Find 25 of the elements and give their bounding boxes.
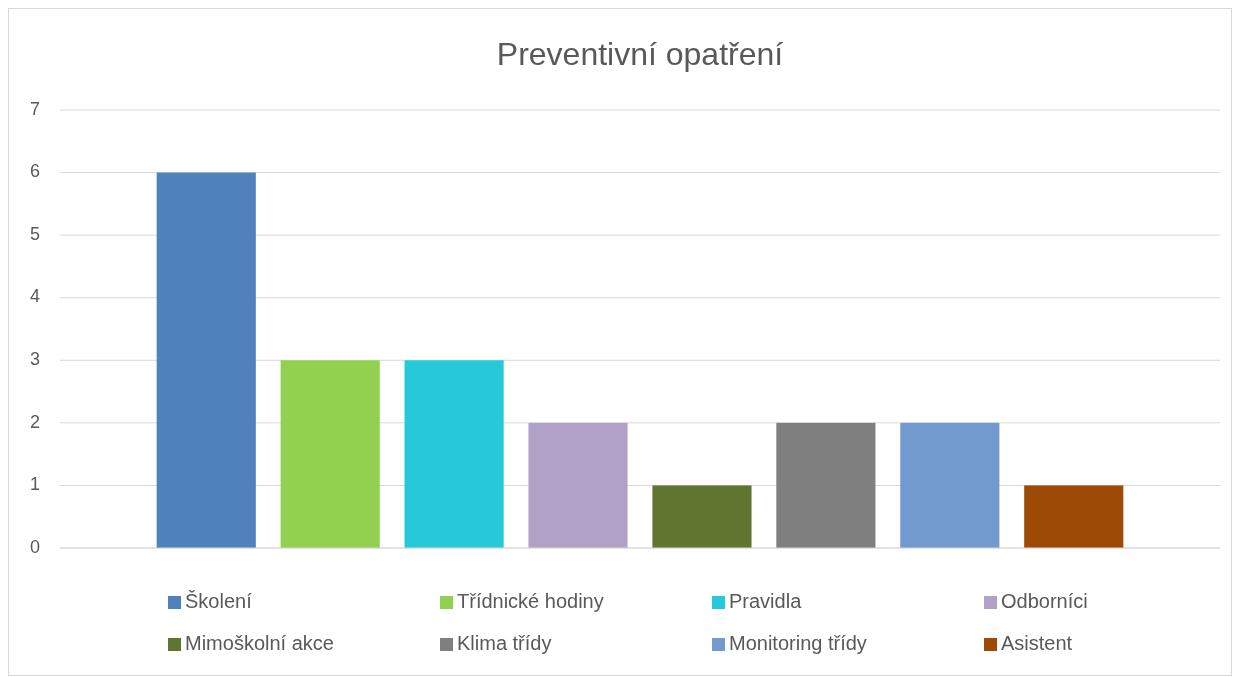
bar: [900, 422, 1000, 548]
bar: [776, 422, 876, 548]
y-tick-label: 6: [29, 161, 40, 182]
y-tick-label: 2: [29, 411, 40, 432]
y-tick-label: 4: [29, 286, 40, 307]
y-tick-label: 1: [29, 474, 40, 495]
y-tick-label: 3: [29, 349, 40, 370]
y-tick-label: 7: [29, 98, 40, 119]
legend-label: Klima třídy: [457, 632, 552, 655]
legend-label: Mimoškolní akce: [185, 632, 334, 655]
y-tick-label: 0: [29, 536, 40, 557]
bar: [652, 485, 752, 548]
bar: [404, 360, 504, 548]
legend-label: Asistent: [1001, 632, 1073, 655]
bar: [280, 360, 380, 548]
legend-label: Monitoring třídy: [729, 632, 867, 655]
bar: [528, 422, 628, 548]
bar: [156, 172, 256, 548]
legend-label: Školení: [185, 590, 253, 613]
bar: [1024, 485, 1124, 548]
legend-label: Odborníci: [1001, 590, 1088, 613]
chart-title: Preventivní opatření: [496, 36, 784, 73]
y-tick-label: 5: [29, 223, 40, 244]
legend-label: Pravidla: [729, 590, 803, 613]
legend-label: Třídnické hodiny: [457, 590, 604, 613]
